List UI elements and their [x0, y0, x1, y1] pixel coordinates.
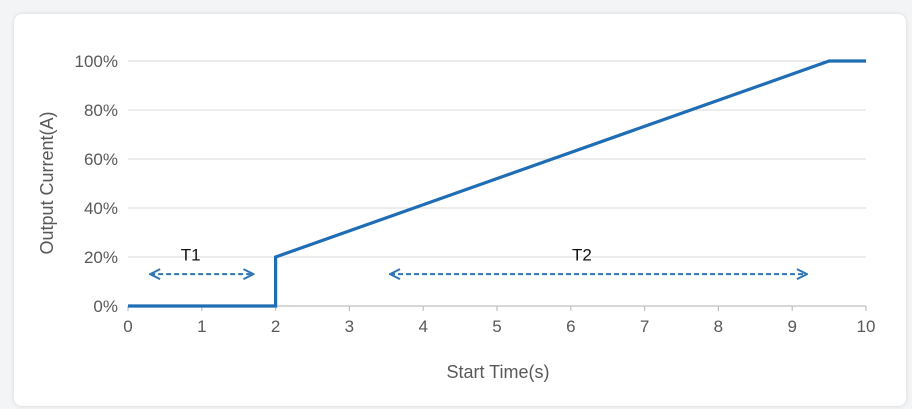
grid [128, 60, 866, 258]
x-tick-label: 4 [418, 317, 427, 336]
y-tick-label: 60% [84, 150, 118, 169]
y-axis-title: Output Current(A) [37, 111, 57, 254]
chart-card [14, 14, 906, 406]
x-tick-label: 9 [787, 317, 796, 336]
x-tick-label: 3 [345, 317, 354, 336]
y-tick-label: 20% [84, 248, 118, 267]
y-tick-label: 0% [93, 297, 118, 316]
x-tick-label: 7 [640, 317, 649, 336]
annotation-label-t2: T2 [572, 246, 592, 265]
x-tick-label: 10 [857, 317, 876, 336]
x-tick-label: 0 [123, 317, 132, 336]
annotations: T1 T2 [150, 246, 807, 275]
x-axis-title: Start Time(s) [446, 362, 549, 382]
y-tick-label: 40% [84, 199, 118, 218]
x-tick-label: 8 [714, 317, 723, 336]
y-tick-label: 80% [84, 101, 118, 120]
x-tick-label: 5 [492, 317, 501, 336]
x-tick-label: 6 [566, 317, 575, 336]
tick-labels: 0% 20% 40% 60% 80% 100% 0 1 2 3 4 5 6 7 8 9 10 [75, 52, 876, 336]
annotation-label-t1: T1 [181, 246, 201, 265]
y-tick-label: 100% [75, 52, 118, 71]
series-line-0 [128, 59, 866, 308]
x-tick-label: 1 [197, 317, 206, 336]
x-tick-label: 2 [271, 317, 280, 336]
series-layer [128, 59, 866, 308]
